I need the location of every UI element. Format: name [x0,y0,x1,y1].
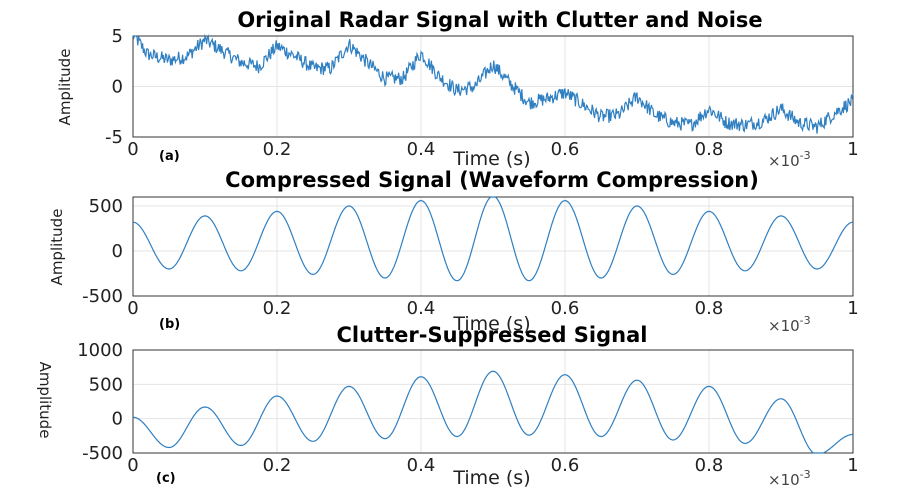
x-tick-label: 1 [847,298,858,319]
y-tick-label: 0 [112,409,123,430]
x-tick-label: 0.4 [407,298,436,319]
y-tick-label: -500 [82,443,123,464]
x-tick-label: 0.4 [407,139,436,160]
x-tick-label: 0 [127,139,138,160]
x-axis-label: Time (s) [452,467,530,488]
series-line [132,196,854,282]
x-tick-label: 0.4 [407,455,436,476]
chart-title: Original Radar Signal with Clutter and N… [237,8,762,32]
x-tick-label: 0 [127,298,138,319]
panel-b: Compressed Signal (Waveform Compression)… [48,168,859,335]
y-tick-label: 0 [112,241,123,262]
x-tick-label: 0.8 [695,139,724,160]
x-tick-label: 0.8 [695,298,724,319]
plot-frame [132,349,854,454]
panel-label: (a) [159,149,180,164]
plot-frame [132,35,854,138]
x-axis-label: Time (s) [452,313,530,335]
plot-frame [132,196,854,297]
x-axis-multiplier: ×10-3 [768,468,811,488]
x-axis-multiplier: ×10-3 [768,149,811,170]
y-tick-label: 5 [112,26,123,47]
x-tick-label: 1 [847,455,858,476]
chart-title: Clutter-Suppressed Signal [337,323,648,347]
y-tick-label: 500 [89,374,123,395]
y-tick-label: -500 [82,286,123,307]
x-tick-label: 0.6 [551,298,580,319]
series-line [132,33,854,134]
y-tick-label: -5 [105,127,123,148]
y-axis-label: Amplitude [48,209,66,286]
x-tick-label: 0.2 [263,298,292,319]
panel-a: Original Radar Signal with Clutter and N… [56,8,859,170]
x-tick-label: 1 [847,139,858,160]
x-tick-label: 0.6 [551,455,580,476]
y-tick-label: 1000 [77,340,123,361]
y-tick-label: 500 [89,196,123,217]
chart-title: Compressed Signal (Waveform Compression) [225,168,759,192]
x-axis-label: Time (s) [452,148,530,170]
x-tick-label: 0 [127,455,138,476]
panel-label: (b) [159,317,180,332]
panel-label: (c) [156,471,176,486]
y-tick-label: 0 [112,77,123,98]
x-tick-label: 0.8 [695,455,724,476]
x-tick-label: 0.6 [551,139,580,160]
x-tick-label: 0.2 [263,139,292,160]
y-axis-label: Amplitude [56,49,74,126]
x-tick-label: 0.2 [263,455,292,476]
y-axis-label: Amplitude [36,362,54,439]
series-line [132,370,853,454]
panel-c: Clutter-Suppressed Signal Amplitude (c) … [36,323,859,488]
x-axis-multiplier: ×10-3 [768,314,811,335]
